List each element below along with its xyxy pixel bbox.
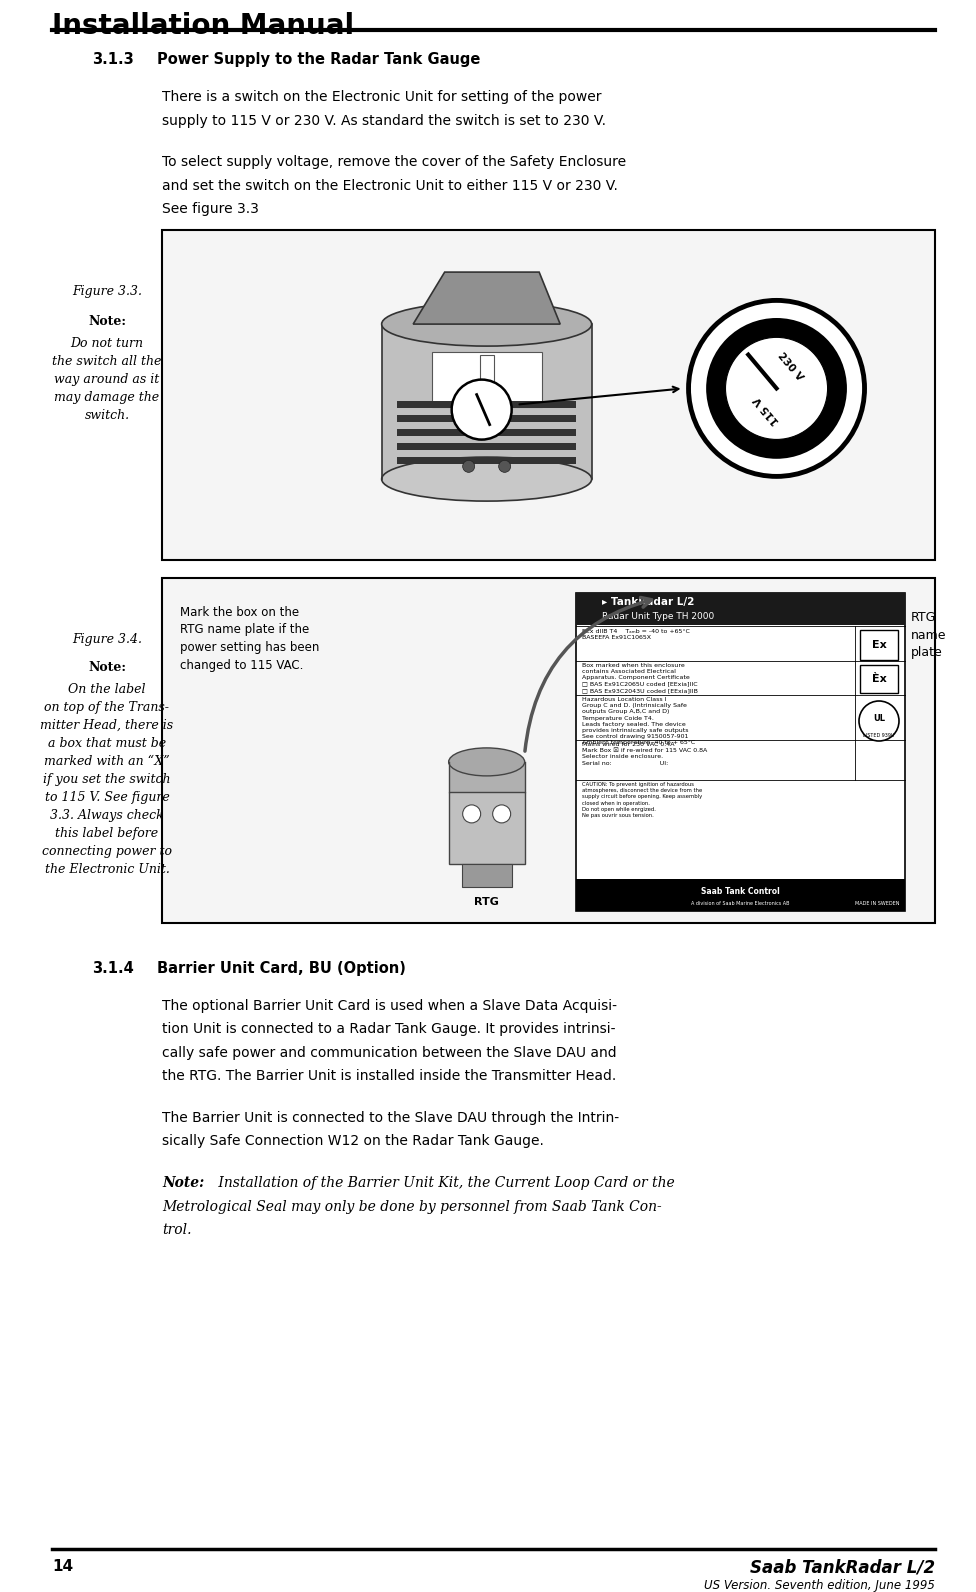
Circle shape	[688, 301, 865, 476]
Text: RTG
name
plate: RTG name plate	[911, 611, 947, 659]
Text: sically Safe Connection W12 on the Radar Tank Gauge.: sically Safe Connection W12 on the Radar…	[162, 1135, 544, 1148]
Text: To select supply voltage, remove the cover of the Safety Enclosure: To select supply voltage, remove the cov…	[162, 154, 627, 169]
Circle shape	[706, 318, 847, 458]
Text: and set the switch on the Electronic Unit to either 115 V or 230 V.: and set the switch on the Electronic Uni…	[162, 178, 618, 193]
Bar	[397, 401, 576, 408]
Text: EEx dIIB T4    Tₐₘb = -40 to +65°C
BASEEFA Ex91C1065X: EEx dIIB T4 Tₐₘb = -40 to +65°C BASEEFA …	[582, 629, 689, 640]
Text: Power Supply to the Radar Tank Gauge: Power Supply to the Radar Tank Gauge	[157, 53, 480, 67]
Text: Figure 3.4.: Figure 3.4.	[72, 634, 142, 646]
Bar	[162, 229, 935, 560]
Bar	[397, 457, 576, 463]
Text: Installation of the Barrier Unit Kit, the Current Loop Card or the: Installation of the Barrier Unit Kit, th…	[214, 1176, 674, 1189]
Ellipse shape	[449, 748, 525, 775]
Text: the RTG. The Barrier Unit is installed inside the Transmitter Head.: the RTG. The Barrier Unit is installed i…	[162, 1070, 616, 1084]
Circle shape	[493, 806, 510, 823]
Bar	[397, 443, 576, 449]
Text: 230 V: 230 V	[775, 350, 804, 382]
Text: RTG: RTG	[474, 896, 499, 907]
Bar	[860, 630, 898, 661]
Circle shape	[452, 379, 511, 439]
Text: Mark the box on the
RTG name plate if the
power setting has been
changed to 115 : Mark the box on the RTG name plate if th…	[180, 607, 319, 672]
Circle shape	[725, 338, 828, 439]
Text: 3.1.4: 3.1.4	[92, 962, 134, 976]
Text: Saab Tank Control: Saab Tank Control	[701, 887, 780, 896]
Text: 3.1.3: 3.1.3	[92, 53, 134, 67]
Bar	[449, 791, 525, 864]
Bar	[576, 879, 905, 911]
Bar	[576, 592, 905, 911]
Text: Ex: Ex	[872, 640, 886, 650]
Text: Barrier Unit Card, BU (Option): Barrier Unit Card, BU (Option)	[157, 962, 406, 976]
Text: Box marked when this enclosure
contains Associated Electrical
Apparatus. Compone: Box marked when this enclosure contains …	[582, 662, 698, 693]
Text: A division of Saab Marine Electronics AB: A division of Saab Marine Electronics AB	[691, 901, 790, 906]
Text: MADE IN SWEDEN: MADE IN SWEDEN	[856, 901, 900, 906]
Bar	[479, 355, 494, 396]
Bar	[576, 592, 905, 626]
Text: Installation Manual: Installation Manual	[52, 13, 354, 40]
Text: The optional Barrier Unit Card is used when a Slave Data Acquisi-: The optional Barrier Unit Card is used w…	[162, 1000, 617, 1013]
Text: Mains wired for 230 VAC 0.4A
Mark Box ☒ if re-wired for 115 VAC 0.8A
Selector in: Mains wired for 230 VAC 0.4A Mark Box ☒ …	[582, 742, 707, 766]
Polygon shape	[413, 272, 560, 325]
Text: trol.: trol.	[162, 1223, 191, 1237]
Text: The Barrier Unit is connected to the Slave DAU through the Intrin-: The Barrier Unit is connected to the Sla…	[162, 1111, 619, 1126]
Text: Hazardous Location Class I
Group C and D. (Intrinsically Safe
outputs Group A,B,: Hazardous Location Class I Group C and D…	[582, 697, 695, 745]
Ellipse shape	[382, 302, 591, 345]
Text: Note:: Note:	[162, 1176, 204, 1189]
Text: There is a switch on the Electronic Unit for setting of the power: There is a switch on the Electronic Unit…	[162, 91, 601, 103]
Text: See figure 3.3: See figure 3.3	[162, 202, 259, 217]
Text: 14: 14	[52, 1559, 73, 1574]
Text: 115 V: 115 V	[752, 395, 781, 427]
Text: US Version. Seventh edition, June 1995: US Version. Seventh edition, June 1995	[704, 1579, 935, 1592]
Text: CAUTION: To prevent ignition of hazardous
atmospheres, disconnect the device fro: CAUTION: To prevent ignition of hazardou…	[582, 782, 702, 818]
Text: Èx: Èx	[872, 673, 886, 685]
Bar	[397, 414, 576, 422]
Ellipse shape	[382, 457, 591, 501]
Text: Saab TankRadar L/2: Saab TankRadar L/2	[750, 1559, 935, 1578]
Circle shape	[499, 460, 510, 473]
Text: Note:: Note:	[88, 315, 126, 328]
Text: Do not turn
the switch all the
way around as it
may damage the
switch.: Do not turn the switch all the way aroun…	[53, 338, 162, 422]
Text: Metrological Seal may only be done by personnel from Saab Tank Con-: Metrological Seal may only be done by pe…	[162, 1199, 662, 1213]
Bar	[162, 578, 935, 923]
Circle shape	[463, 806, 480, 823]
Bar	[431, 352, 542, 406]
Text: cally safe power and communication between the Slave DAU and: cally safe power and communication betwe…	[162, 1046, 617, 1060]
Circle shape	[859, 700, 899, 740]
Bar	[860, 665, 898, 693]
Text: Figure 3.3.: Figure 3.3.	[72, 285, 142, 298]
Bar	[397, 428, 576, 436]
Bar	[382, 325, 591, 479]
Text: Radar Unit Type TH 2000: Radar Unit Type TH 2000	[602, 611, 714, 621]
Bar	[449, 763, 525, 791]
Text: Note:: Note:	[88, 661, 126, 673]
Text: UL: UL	[873, 713, 885, 723]
Text: ▸ TankRadar L/2: ▸ TankRadar L/2	[602, 597, 694, 607]
Text: supply to 115 V or 230 V. As standard the switch is set to 230 V.: supply to 115 V or 230 V. As standard th…	[162, 113, 606, 127]
Bar	[462, 864, 511, 887]
Text: LISTED 939U: LISTED 939U	[864, 732, 895, 737]
Text: On the label
on top of the Trans-
mitter Head, there is
a box that must be
marke: On the label on top of the Trans- mitter…	[40, 683, 174, 876]
Circle shape	[463, 460, 474, 473]
Text: tion Unit is connected to a Radar Tank Gauge. It provides intrinsi-: tion Unit is connected to a Radar Tank G…	[162, 1022, 616, 1036]
